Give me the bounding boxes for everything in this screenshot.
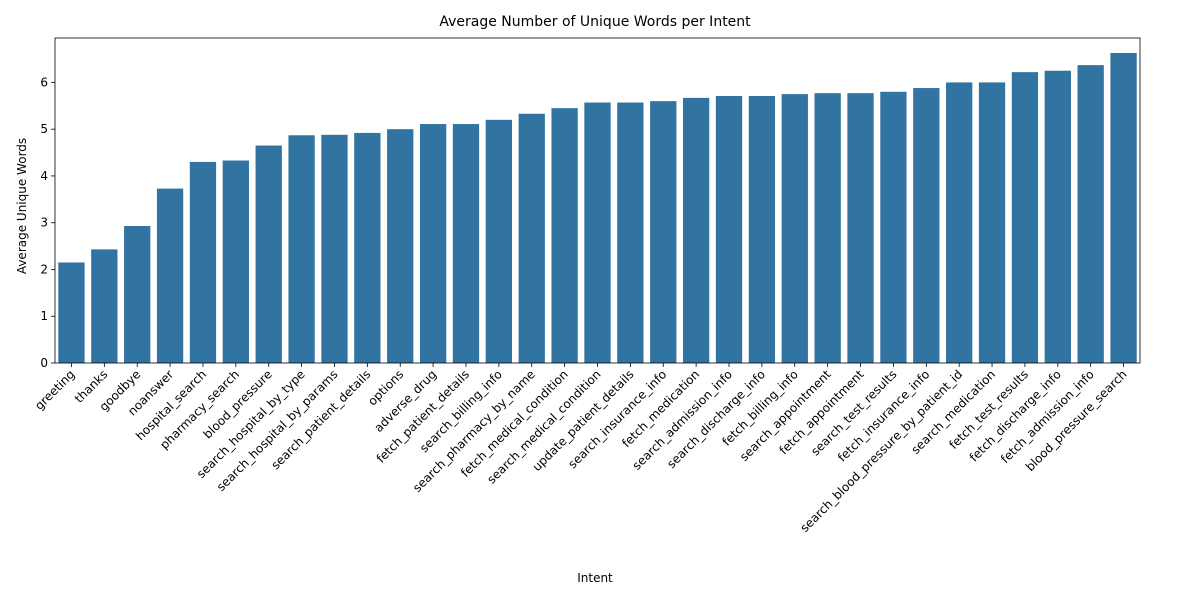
bar xyxy=(551,108,578,363)
y-tick-label: 2 xyxy=(40,262,48,276)
bar xyxy=(58,262,85,363)
bar xyxy=(814,93,841,364)
bar xyxy=(946,82,973,364)
bar xyxy=(847,93,874,364)
bar xyxy=(124,225,151,363)
y-tick-label: 6 xyxy=(40,75,48,89)
bar xyxy=(1044,70,1071,363)
bar xyxy=(617,102,644,363)
y-tick-label: 1 xyxy=(40,309,48,323)
bar xyxy=(880,91,907,363)
bar xyxy=(419,124,447,363)
bar xyxy=(781,94,808,364)
bar xyxy=(748,95,776,364)
bar xyxy=(387,129,414,363)
bar xyxy=(682,97,710,364)
bar xyxy=(452,124,480,363)
bar xyxy=(913,88,940,363)
bar xyxy=(1011,72,1039,363)
bar xyxy=(288,135,315,363)
bar xyxy=(518,113,545,363)
bar xyxy=(321,134,348,363)
y-axis-label: Average Unique Words xyxy=(15,138,29,274)
chart-title: Average Number of Unique Words per Inten… xyxy=(439,14,751,30)
y-tick-label: 4 xyxy=(40,169,48,183)
bar xyxy=(1110,52,1137,364)
bar xyxy=(255,145,282,363)
bar xyxy=(715,95,743,364)
y-tick-label: 3 xyxy=(40,216,48,230)
bar xyxy=(650,101,677,363)
y-tick-label: 0 xyxy=(40,356,48,370)
bar xyxy=(156,188,184,363)
y-tick-label: 5 xyxy=(40,122,48,136)
bar xyxy=(584,102,611,363)
bar xyxy=(1077,65,1104,364)
bar xyxy=(222,160,249,363)
bar xyxy=(91,249,118,363)
bar xyxy=(978,82,1006,364)
bar xyxy=(354,132,381,363)
x-axis-label: Intent xyxy=(577,571,613,585)
bar xyxy=(485,119,513,363)
bar xyxy=(189,161,217,363)
